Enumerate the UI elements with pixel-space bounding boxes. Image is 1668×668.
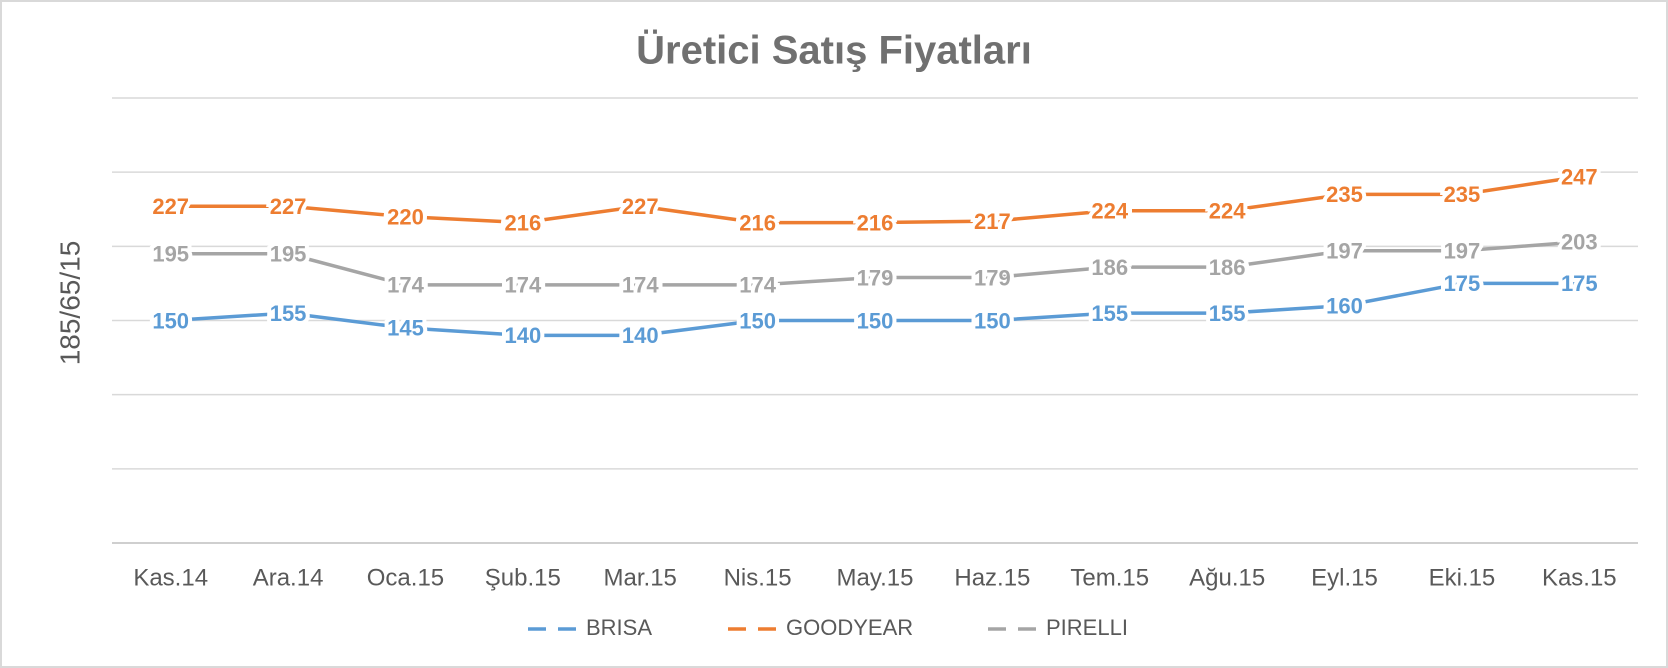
data-label: 175 [1444, 271, 1481, 296]
data-label: 186 [1091, 255, 1128, 280]
data-label: 227 [270, 194, 307, 219]
data-label: 150 [152, 308, 189, 333]
data-label: 197 [1444, 239, 1481, 264]
data-label: 175 [1561, 271, 1598, 296]
data-label: 179 [857, 265, 894, 290]
x-tick-label: Nis.15 [724, 564, 792, 591]
x-tick-label: Tem.15 [1070, 564, 1149, 591]
data-label: 224 [1091, 199, 1128, 224]
x-tick-label: Ara.14 [253, 564, 324, 591]
data-label: 195 [270, 242, 307, 267]
data-label: 155 [1209, 301, 1246, 326]
data-label: 150 [974, 308, 1011, 333]
data-label: 140 [622, 323, 659, 348]
data-label: 186 [1209, 255, 1246, 280]
x-tick-label: Eki.15 [1429, 564, 1496, 591]
data-label: 227 [622, 194, 659, 219]
series-line [170, 174, 1580, 225]
series-line [170, 240, 1580, 287]
data-label: 235 [1326, 182, 1363, 207]
data-label: 140 [504, 323, 541, 348]
data-label: 217 [974, 209, 1011, 234]
legend-label: PIRELLI [1046, 615, 1128, 640]
chart-title: Üretici Satış Fiyatları [636, 28, 1032, 73]
data-label: 150 [857, 308, 894, 333]
data-label: 235 [1444, 182, 1481, 207]
data-label: 220 [387, 204, 424, 229]
data-label: 203 [1561, 230, 1598, 255]
x-tick-label: Mar.15 [604, 564, 677, 591]
data-label: 174 [387, 273, 424, 298]
data-label: 179 [974, 265, 1011, 290]
data-label: 155 [270, 301, 307, 326]
data-label: 224 [1209, 199, 1246, 224]
data-label: 216 [857, 210, 894, 235]
x-tick-label: Kas.15 [1542, 564, 1617, 591]
y-axis-label: 185/65/15 [54, 241, 85, 366]
series-line [170, 281, 1580, 338]
data-label: 174 [739, 273, 776, 298]
data-label: 227 [152, 194, 189, 219]
data-label: 150 [739, 308, 776, 333]
x-tick-label: Şub.15 [485, 564, 561, 591]
data-label: 160 [1326, 293, 1363, 318]
x-tick-label: Eyl.15 [1311, 564, 1378, 591]
x-tick-label: Kas.14 [133, 564, 208, 591]
data-label: 155 [1091, 301, 1128, 326]
data-label: 195 [152, 242, 189, 267]
x-tick-label: Ağu.15 [1189, 564, 1265, 591]
data-label: 145 [387, 316, 424, 341]
x-tick-label: May.15 [837, 564, 914, 591]
x-tick-label: Haz.15 [954, 564, 1030, 591]
data-label: 197 [1326, 239, 1363, 264]
data-label: 174 [504, 273, 541, 298]
data-label: 216 [504, 210, 541, 235]
legend-label: BRISA [586, 615, 652, 640]
x-tick-label: Oca.15 [367, 564, 444, 591]
data-label: 247 [1561, 164, 1598, 189]
data-label: 174 [622, 273, 659, 298]
legend-label: GOODYEAR [786, 615, 913, 640]
data-label: 216 [739, 210, 776, 235]
